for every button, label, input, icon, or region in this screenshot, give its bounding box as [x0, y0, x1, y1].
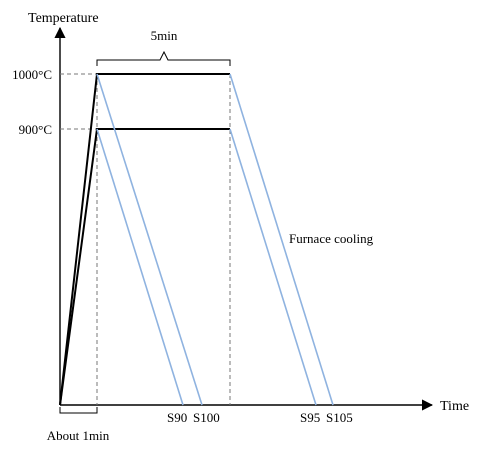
temp-1000-label: 1000°C — [12, 67, 52, 82]
y-axis-label: Temperature — [28, 11, 99, 26]
temp-900-label: 900°C — [19, 122, 52, 137]
heating-time-label: About 1min — [47, 428, 110, 443]
sample-label-s105: S105 — [326, 410, 353, 425]
hold-time-label: 5min — [151, 28, 178, 43]
hold-time-brace — [96, 50, 231, 66]
cooling-line-s95 — [229, 128, 317, 406]
sample-label-s90: S90 — [167, 410, 187, 425]
sample-label-s95: S95 — [300, 410, 320, 425]
x-axis-label: Time — [440, 399, 469, 414]
profile-1000 — [59, 73, 230, 406]
cooling-line-s105 — [229, 73, 334, 406]
cooling-label: Furnace cooling — [289, 231, 374, 246]
cooling-line-s90 — [96, 128, 184, 406]
heating-time-brace — [59, 407, 98, 414]
sample-label-s100: S100 — [193, 410, 220, 425]
cooling-line-s100 — [96, 73, 203, 406]
